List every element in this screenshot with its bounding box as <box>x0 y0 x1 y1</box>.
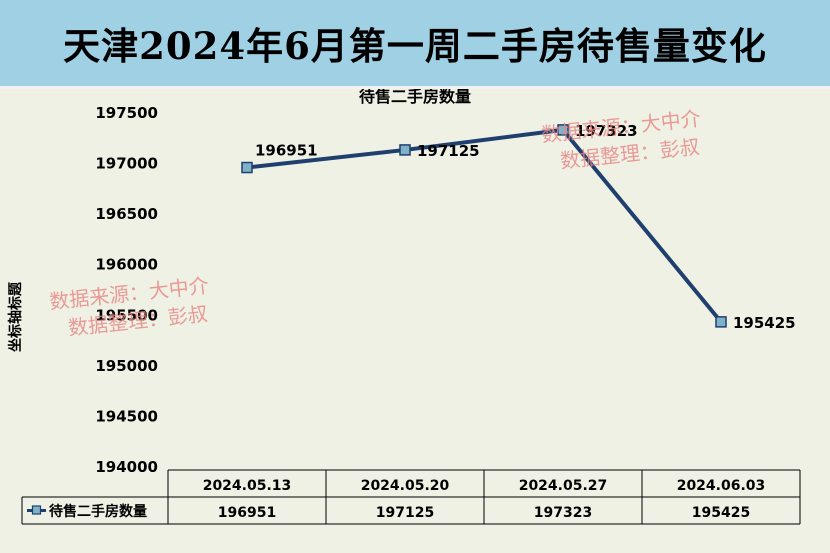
y-tick-label: 194000 <box>95 458 158 476</box>
data-point <box>557 124 569 136</box>
legend-marker <box>31 505 42 515</box>
y-tick-label: 195000 <box>95 357 158 375</box>
table-value-cell: 195425 <box>692 505 750 521</box>
table-value-cell: 197125 <box>376 505 434 521</box>
y-tick-label: 196000 <box>95 256 158 274</box>
x-category-label: 2024.05.27 <box>519 478 608 494</box>
data-label: 197125 <box>417 142 480 160</box>
table-value-cell: 197323 <box>534 505 592 521</box>
series-path <box>246 127 723 324</box>
data-label: 195425 <box>733 314 796 332</box>
legend-series-name: 待售二手房数量 <box>49 503 147 520</box>
page-title: 天津2024年6月第一周二手房待售量变化 <box>63 24 767 68</box>
data-table: 2024.05.13 2024.05.20 2024.05.27 2024.06.03… <box>21 469 801 525</box>
y-tick-label: 194500 <box>95 407 158 425</box>
data-point <box>241 161 253 174</box>
y-tick-label: 195500 <box>95 306 158 324</box>
x-category-label: 2024.05.13 <box>203 478 292 494</box>
data-point <box>715 316 727 328</box>
x-category-label: 2024.05.20 <box>361 478 450 494</box>
y-axis: 194000 194500 195000 195500 196000 196500 1970… <box>95 104 158 476</box>
data-label: 196951 <box>255 142 318 160</box>
line-chart: 待售二手房数量 坐标轴标题 19400019450019500019550019… <box>7 87 801 525</box>
data-point <box>399 144 411 156</box>
series-line: 196951 197125 197323 195425 <box>241 122 796 332</box>
table-value-cell: 196951 <box>218 505 276 521</box>
chart-area: 待售二手房数量 坐标轴标题 194000 194500 195000 195500 19… <box>0 87 830 549</box>
y-tick-label: 196500 <box>95 205 158 223</box>
chart-title: 待售二手房数量 <box>359 89 471 106</box>
x-category-label: 2024.06.03 <box>677 478 766 494</box>
y-tick-label: 197500 <box>95 104 158 122</box>
title-bar: 天津2024年6月第一周二手房待售量变化 <box>0 0 830 89</box>
y-tick-label: 197000 <box>95 155 158 173</box>
data-label: 197323 <box>575 122 638 140</box>
y-axis-title: 坐标轴标题 <box>7 281 24 352</box>
